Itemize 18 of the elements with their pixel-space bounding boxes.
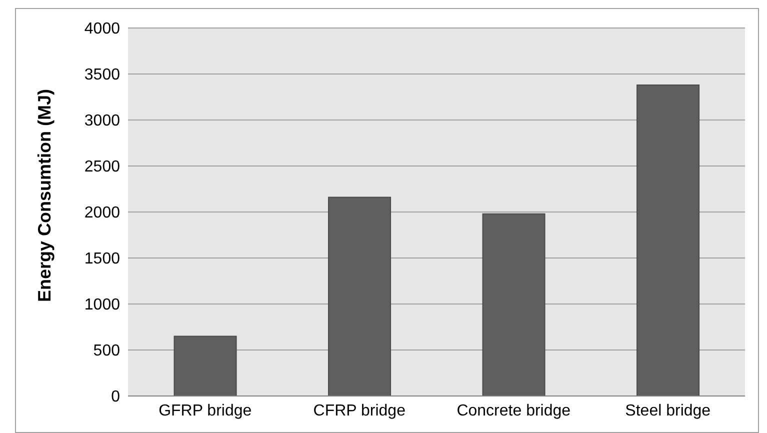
bar — [636, 84, 700, 396]
bar — [328, 196, 392, 396]
x-tick-label: Steel bridge — [625, 402, 711, 420]
y-tick-label: 2500 — [84, 158, 120, 176]
y-axis-title: Energy Consumtion (MJ) — [34, 88, 54, 302]
y-tick-label: 3500 — [84, 66, 120, 84]
y-tick-label: 4000 — [84, 20, 120, 38]
x-tick-label: GFRP bridge — [158, 402, 252, 420]
x-tick-label: CFRP bridge — [313, 402, 406, 420]
y-tick-label: 500 — [93, 342, 120, 360]
x-tick-label: Concrete bridge — [456, 402, 571, 420]
bar — [174, 336, 237, 396]
y-tick-label: 1000 — [84, 296, 120, 314]
y-tick-label: 0 — [111, 388, 120, 406]
y-tick-label: 2000 — [84, 204, 120, 222]
y-tick-label: 1500 — [84, 250, 120, 268]
bar — [482, 213, 546, 396]
y-tick-label: 3000 — [84, 112, 120, 130]
